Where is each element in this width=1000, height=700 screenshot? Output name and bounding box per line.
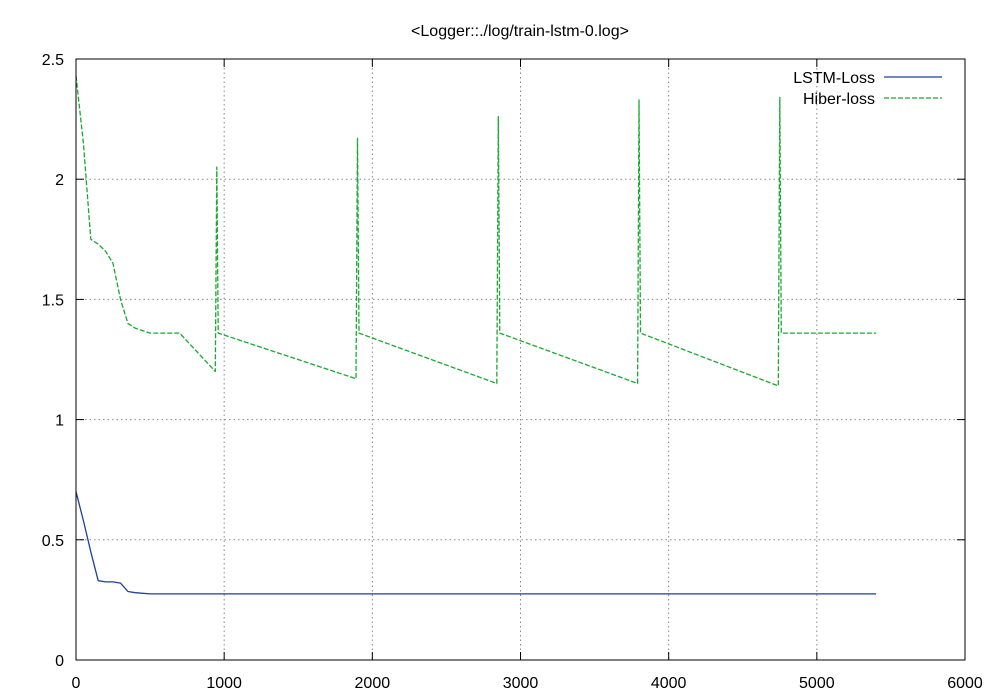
y-tick-label: 2 bbox=[55, 172, 64, 189]
legend-label: LSTM-Loss bbox=[793, 70, 875, 87]
legend-label: Hiber-loss bbox=[803, 91, 875, 108]
x-tick-label: 0 bbox=[72, 675, 81, 692]
grid bbox=[76, 59, 965, 660]
series-line-2 bbox=[75, 75, 877, 387]
series-line-1 bbox=[75, 491, 877, 595]
ticks: 0 1000 2000 3000 4000 5000 6000 0 0.5 1 1.5 2 2.5 bbox=[42, 52, 983, 692]
x-tick-label: 2000 bbox=[355, 675, 391, 692]
legend: LSTM-Loss Hiber-loss bbox=[793, 70, 942, 108]
series-layer bbox=[75, 75, 877, 595]
x-tick-label: 1000 bbox=[206, 675, 242, 692]
y-tick-label: 2.5 bbox=[42, 52, 64, 69]
x-tick-label: 3000 bbox=[503, 675, 539, 692]
y-tick-label: 1 bbox=[55, 413, 64, 430]
x-tick-label: 6000 bbox=[947, 675, 983, 692]
x-tick-label: 5000 bbox=[799, 675, 835, 692]
x-tick-label: 4000 bbox=[651, 675, 687, 692]
chart-title: <Logger::./log/train-lstm-0.log> bbox=[411, 23, 629, 40]
y-tick-label: 0 bbox=[55, 653, 64, 670]
y-tick-label: 0.5 bbox=[42, 533, 64, 550]
y-tick-label: 1.5 bbox=[42, 292, 64, 309]
